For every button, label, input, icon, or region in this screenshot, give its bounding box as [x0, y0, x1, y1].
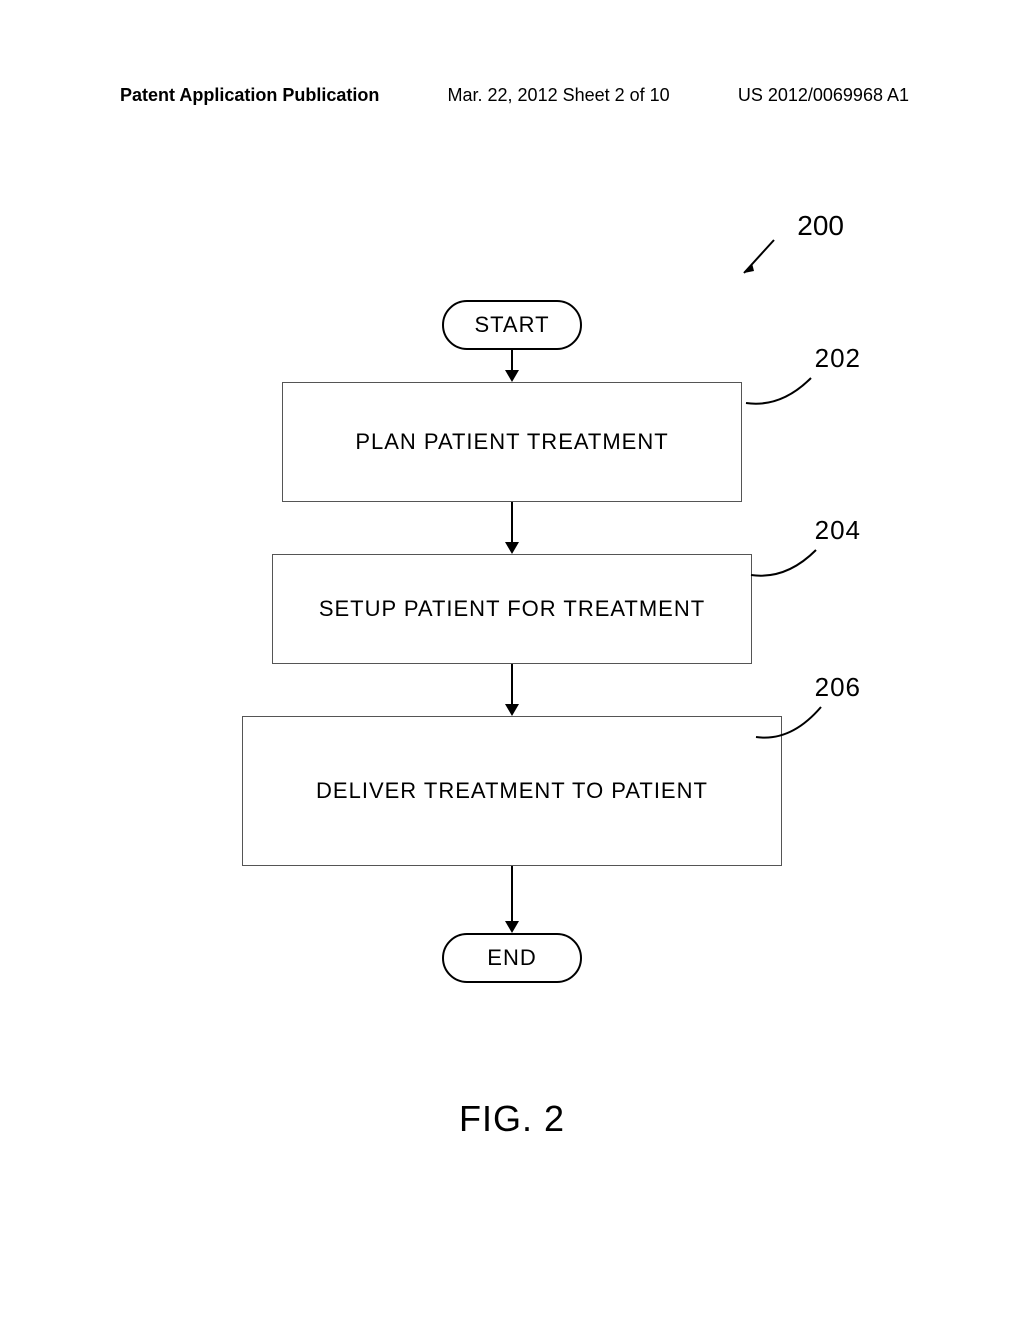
curve-206	[751, 702, 831, 747]
start-terminal: START	[442, 300, 582, 350]
reference-202: 202	[815, 343, 861, 374]
process-202-label: PLAN PATIENT TREATMENT	[355, 429, 668, 455]
connector-2	[212, 502, 812, 554]
curve-202	[741, 373, 821, 413]
process-plan-treatment: PLAN PATIENT TREATMENT 202	[282, 382, 742, 502]
header-publication: Patent Application Publication	[120, 85, 379, 106]
arrow-200-indicator	[734, 235, 784, 285]
process-setup-patient: SETUP PATIENT FOR TREATMENT 204	[272, 554, 752, 664]
page-header: Patent Application Publication Mar. 22, …	[0, 85, 1024, 106]
header-patent-number: US 2012/0069968 A1	[738, 85, 909, 106]
curve-204	[746, 545, 826, 585]
reference-206: 206	[815, 672, 861, 703]
header-date-sheet: Mar. 22, 2012 Sheet 2 of 10	[448, 85, 670, 106]
reference-204: 204	[815, 515, 861, 546]
connector-3	[212, 664, 812, 716]
process-deliver-treatment: DELIVER TREATMENT TO PATIENT 206	[242, 716, 782, 866]
process-204-label: SETUP PATIENT FOR TREATMENT	[319, 596, 705, 622]
end-terminal: END	[442, 933, 582, 983]
end-label: END	[487, 945, 536, 971]
start-label: START	[474, 312, 549, 338]
flowchart-container: START PLAN PATIENT TREATMENT 202 SETUP P…	[212, 300, 812, 983]
connector-1	[212, 350, 812, 382]
reference-200: 200	[797, 210, 844, 242]
connector-4	[212, 866, 812, 933]
process-206-label: DELIVER TREATMENT TO PATIENT	[316, 778, 708, 804]
figure-caption: FIG. 2	[459, 1098, 565, 1140]
